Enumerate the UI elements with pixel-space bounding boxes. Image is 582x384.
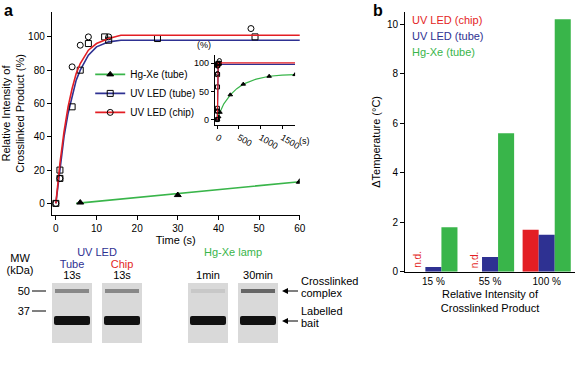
svg-text:Relative Intensity ofCrosslink: Relative Intensity ofCrosslinked Product…	[0, 54, 26, 173]
svg-text:20: 20	[34, 165, 46, 176]
svg-text:0: 0	[204, 115, 209, 125]
svg-text:40: 40	[213, 223, 225, 234]
svg-text:UV LED (tube): UV LED (tube)	[412, 30, 484, 42]
svg-text:Hg-Xe lamp: Hg-Xe lamp	[204, 246, 262, 258]
svg-text:0: 0	[53, 223, 59, 234]
svg-text:30: 30	[172, 223, 184, 234]
svg-text:Time (s): Time (s)	[156, 234, 196, 246]
svg-text:(kDa): (kDa)	[7, 264, 34, 276]
svg-text:4: 4	[393, 167, 399, 178]
svg-text:1000: 1000	[257, 132, 279, 151]
svg-text:13s: 13s	[113, 269, 131, 281]
svg-text:Crosslinked: Crosslinked	[301, 275, 358, 287]
svg-text:8: 8	[393, 68, 399, 79]
svg-text:n.d.: n.d.	[469, 252, 480, 269]
svg-text:Hg-Xe (tube): Hg-Xe (tube)	[412, 46, 475, 58]
svg-text:100: 100	[28, 31, 45, 42]
svg-text:0: 0	[39, 198, 45, 209]
svg-text:13s: 13s	[63, 269, 81, 281]
svg-text:UV LED (chip): UV LED (chip)	[130, 107, 194, 118]
svg-text:UV LED: UV LED	[77, 246, 117, 258]
svg-text:40: 40	[34, 131, 46, 142]
svg-text:2: 2	[393, 217, 399, 228]
svg-text:55 %: 55 %	[479, 276, 502, 287]
svg-text:MW: MW	[10, 252, 30, 264]
svg-text:500: 500	[236, 132, 254, 148]
svg-text:60: 60	[34, 98, 46, 109]
svg-text:(%): (%)	[197, 40, 211, 50]
svg-text:50: 50	[254, 223, 266, 234]
svg-text:0: 0	[393, 266, 399, 277]
svg-text:10: 10	[91, 223, 103, 234]
svg-text:(s): (s)	[299, 136, 310, 146]
svg-text:80: 80	[34, 65, 46, 76]
svg-text:60: 60	[294, 223, 306, 234]
svg-text:100 %: 100 %	[533, 276, 561, 287]
svg-text:20: 20	[132, 223, 144, 234]
svg-text:Tube: Tube	[60, 258, 85, 270]
svg-text:bait: bait	[301, 317, 319, 329]
svg-text:b: b	[373, 2, 383, 19]
svg-text:6: 6	[393, 118, 399, 129]
svg-text:n.d.: n.d.	[412, 251, 423, 268]
svg-text:37: 37	[18, 305, 30, 317]
svg-text:a: a	[4, 2, 13, 19]
svg-text:complex: complex	[301, 287, 342, 299]
svg-text:Chip: Chip	[111, 258, 134, 270]
svg-text:UV LED (tube): UV LED (tube)	[130, 88, 195, 99]
svg-text:0: 0	[214, 132, 223, 143]
svg-text:Relative Intensity ofCrosslink: Relative Intensity ofCrosslinked Product	[441, 288, 539, 314]
svg-text:100: 100	[194, 58, 209, 68]
svg-text:50: 50	[18, 285, 30, 297]
svg-text:10: 10	[387, 19, 399, 30]
svg-text:Labelled: Labelled	[301, 305, 343, 317]
svg-text:ΔTemperature (°C): ΔTemperature (°C)	[370, 96, 382, 188]
svg-text:1min: 1min	[196, 269, 220, 281]
svg-text:30min: 30min	[243, 269, 273, 281]
svg-text:15 %: 15 %	[422, 276, 445, 287]
svg-text:UV LED (chip): UV LED (chip)	[412, 14, 482, 26]
svg-text:1500: 1500	[279, 132, 301, 151]
svg-text:Hg-Xe (tube): Hg-Xe (tube)	[130, 69, 187, 80]
svg-text:50: 50	[199, 87, 209, 97]
